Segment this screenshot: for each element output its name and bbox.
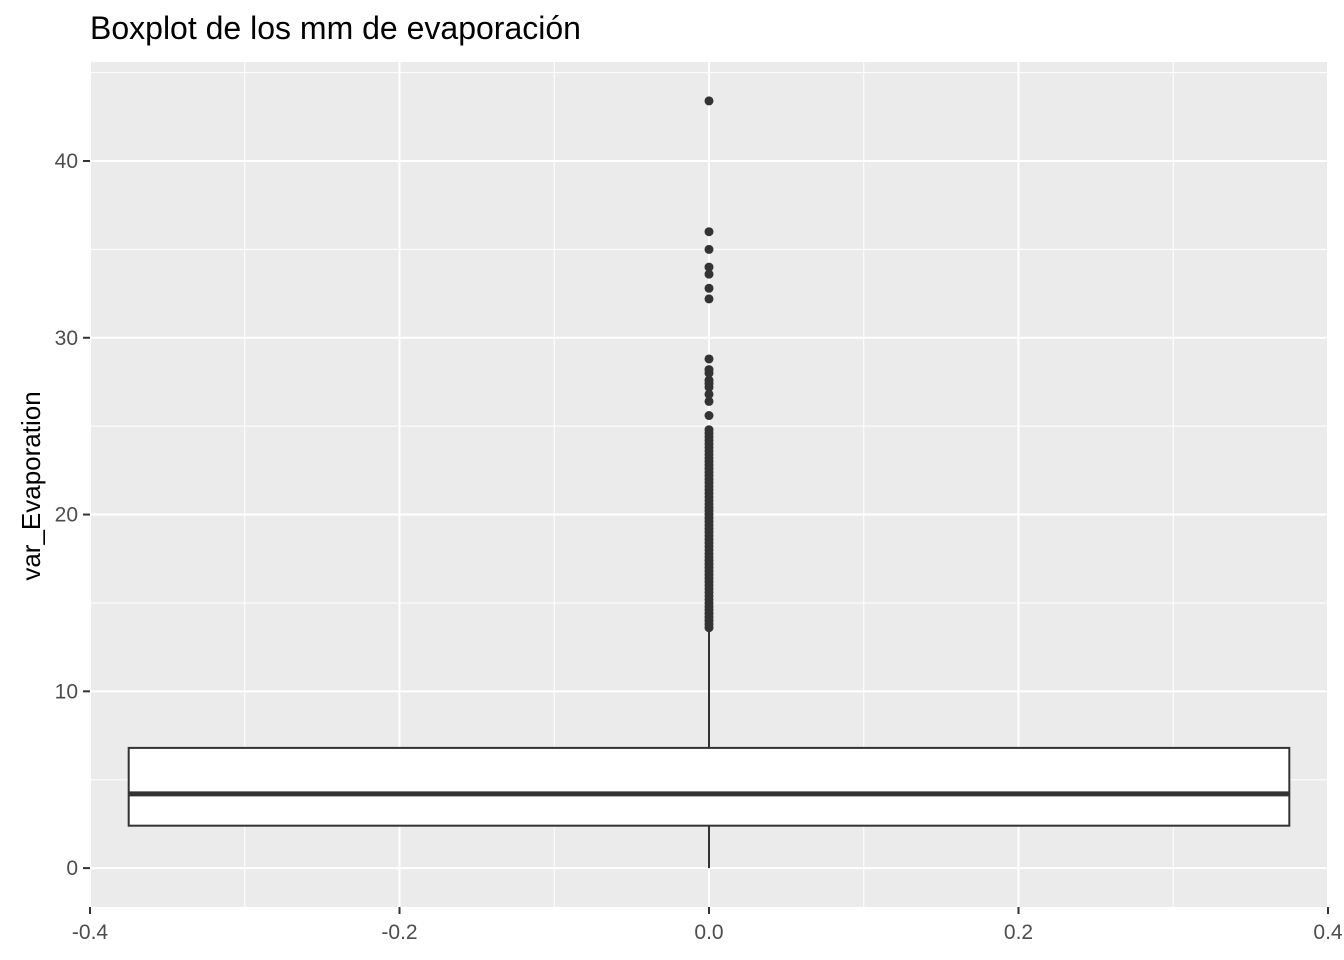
- x-tick-label: 0.2: [1004, 921, 1033, 944]
- outlier-point: [704, 375, 714, 385]
- outlier-point: [704, 227, 714, 237]
- x-tick-label: 0.0: [694, 921, 723, 944]
- y-axis-title: var_Evaporation: [16, 391, 46, 580]
- y-tick-label: 30: [55, 327, 78, 350]
- outlier-point: [704, 396, 714, 406]
- y-tick-label: 0: [66, 857, 78, 880]
- x-tick-label: 0.4: [1313, 921, 1343, 944]
- outlier-point: [704, 96, 714, 106]
- x-tick-label: -0.4: [72, 921, 109, 944]
- chart-title: Boxplot de los mm de evaporación: [90, 10, 581, 46]
- y-axis: 0 10 20 30 40: [55, 150, 90, 880]
- y-tick-label: 20: [55, 504, 78, 527]
- outlier-point: [704, 411, 714, 421]
- outlier-point: [704, 244, 714, 254]
- outlier-point: [704, 262, 714, 272]
- outlier-layer: [704, 96, 714, 633]
- box-layer: [127, 627, 1291, 869]
- outlier-point: [704, 425, 714, 435]
- y-tick-label: 40: [55, 150, 78, 173]
- box-iqr: [127, 746, 1291, 827]
- outlier-point: [704, 365, 714, 375]
- outlier-point: [704, 283, 714, 293]
- x-tick-label: -0.2: [381, 921, 417, 944]
- y-tick-label: 10: [55, 680, 78, 703]
- outlier-point: [704, 389, 714, 399]
- outlier-point: [704, 269, 714, 279]
- outlier-point: [704, 294, 714, 304]
- outlier-point: [704, 354, 714, 364]
- x-axis: -0.4 -0.2 0.0 0.2 0.4: [72, 907, 1343, 944]
